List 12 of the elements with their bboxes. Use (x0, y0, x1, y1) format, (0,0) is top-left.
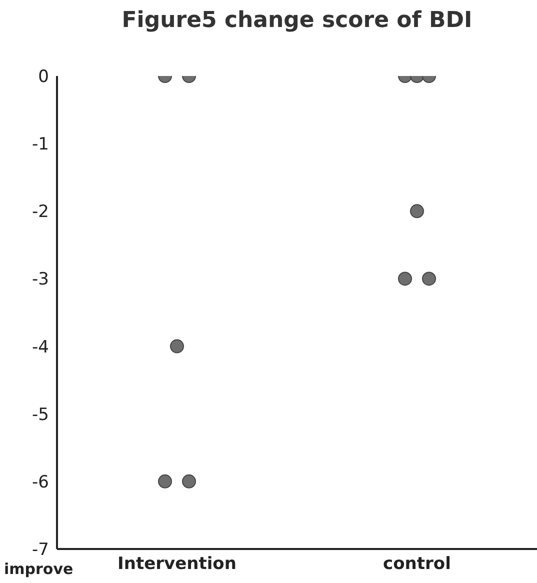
y-tick-label: -1 (32, 134, 49, 155)
y-tick-label: -5 (32, 404, 49, 425)
x-tick-label: control (383, 554, 451, 574)
y-tick-label: -6 (32, 472, 49, 492)
annotation-text: improve (4, 560, 74, 578)
y-tick-label: -3 (32, 270, 49, 290)
chart-title: Figure5 change score of BDI (120, 8, 474, 33)
y-tick-label: -4 (32, 337, 49, 358)
y-tick-label: -7 (32, 540, 49, 560)
y-tick-label: 0 (38, 67, 49, 88)
y-tick-label: -2 (32, 202, 49, 222)
x-tick-label: Intervention (118, 554, 236, 574)
